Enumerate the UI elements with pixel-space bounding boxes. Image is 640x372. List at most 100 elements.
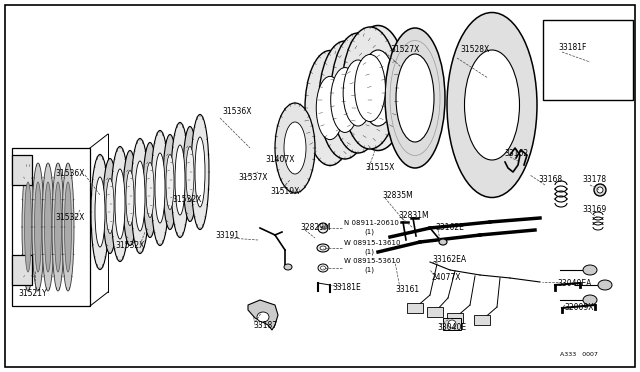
- Ellipse shape: [171, 122, 189, 237]
- Ellipse shape: [135, 161, 145, 231]
- Ellipse shape: [186, 147, 194, 202]
- Ellipse shape: [65, 182, 72, 272]
- Text: A333   0007: A333 0007: [560, 353, 598, 357]
- Ellipse shape: [257, 312, 269, 322]
- Ellipse shape: [465, 50, 520, 160]
- Ellipse shape: [583, 295, 597, 305]
- Ellipse shape: [448, 320, 456, 328]
- Ellipse shape: [42, 163, 54, 291]
- Text: 33162EA: 33162EA: [432, 256, 466, 264]
- Ellipse shape: [275, 103, 315, 193]
- Ellipse shape: [342, 27, 398, 149]
- Bar: [407, 303, 423, 313]
- Polygon shape: [248, 300, 278, 330]
- Text: 33162: 33162: [504, 148, 528, 157]
- Text: W 08915-53610: W 08915-53610: [344, 258, 401, 264]
- Ellipse shape: [305, 51, 355, 166]
- Ellipse shape: [318, 264, 328, 272]
- Ellipse shape: [151, 131, 169, 246]
- Text: 33040EA: 33040EA: [557, 279, 591, 288]
- Ellipse shape: [91, 154, 109, 269]
- Text: W 08915-13610: W 08915-13610: [344, 240, 401, 246]
- Ellipse shape: [146, 163, 154, 218]
- Ellipse shape: [360, 50, 396, 126]
- Text: N 08911-20610: N 08911-20610: [344, 220, 399, 226]
- Text: 33181F: 33181F: [558, 42, 586, 51]
- Ellipse shape: [111, 147, 129, 262]
- Bar: [474, 315, 490, 325]
- Ellipse shape: [284, 122, 306, 174]
- Text: 31532X: 31532X: [55, 214, 84, 222]
- Ellipse shape: [95, 177, 105, 247]
- Bar: [12, 155, 32, 185]
- Ellipse shape: [594, 184, 606, 196]
- Ellipse shape: [166, 154, 174, 209]
- Text: 32009X: 32009X: [564, 302, 593, 311]
- Ellipse shape: [32, 163, 44, 291]
- Text: (1): (1): [364, 249, 374, 255]
- Ellipse shape: [191, 115, 209, 230]
- Text: 32835M: 32835M: [382, 190, 413, 199]
- Ellipse shape: [349, 26, 407, 151]
- Text: (1): (1): [364, 267, 374, 273]
- Ellipse shape: [22, 163, 34, 291]
- Text: 33040E: 33040E: [437, 323, 466, 331]
- Ellipse shape: [318, 223, 328, 233]
- Bar: [12, 255, 32, 285]
- Ellipse shape: [439, 239, 447, 245]
- Ellipse shape: [319, 41, 371, 159]
- Ellipse shape: [598, 280, 612, 290]
- Ellipse shape: [385, 28, 445, 168]
- Text: 33162E: 33162E: [435, 224, 464, 232]
- Text: (1): (1): [364, 229, 374, 235]
- Bar: [427, 307, 443, 317]
- Text: 31536X: 31536X: [55, 169, 84, 177]
- Text: 31532X: 31532X: [172, 196, 202, 205]
- Ellipse shape: [320, 246, 326, 250]
- Ellipse shape: [317, 244, 329, 252]
- Ellipse shape: [331, 68, 359, 132]
- Text: 31528X: 31528X: [460, 45, 489, 55]
- Text: 31527X: 31527X: [390, 45, 419, 55]
- Text: 33178: 33178: [582, 176, 606, 185]
- Text: 31532X: 31532X: [115, 241, 145, 250]
- Ellipse shape: [106, 179, 114, 234]
- Ellipse shape: [35, 182, 42, 272]
- Ellipse shape: [155, 153, 165, 223]
- Text: 32829M: 32829M: [300, 224, 331, 232]
- Text: 31407X: 31407X: [265, 155, 294, 164]
- Ellipse shape: [396, 54, 434, 142]
- Ellipse shape: [583, 265, 597, 275]
- Text: 24077X: 24077X: [432, 273, 461, 282]
- Ellipse shape: [52, 163, 64, 291]
- Text: N: N: [321, 225, 325, 231]
- Ellipse shape: [183, 126, 197, 221]
- Text: 33181E: 33181E: [332, 283, 361, 292]
- Ellipse shape: [126, 170, 134, 225]
- Text: 31521Y: 31521Y: [18, 289, 47, 298]
- Ellipse shape: [343, 60, 373, 126]
- Ellipse shape: [103, 158, 117, 253]
- Text: 33191: 33191: [215, 231, 239, 241]
- Ellipse shape: [284, 264, 292, 270]
- Ellipse shape: [597, 187, 603, 193]
- Text: 33187: 33187: [253, 321, 277, 330]
- Ellipse shape: [115, 169, 125, 239]
- Ellipse shape: [62, 163, 74, 291]
- Ellipse shape: [175, 145, 185, 215]
- Text: 33169: 33169: [582, 205, 606, 215]
- Text: 31515X: 31515X: [365, 164, 394, 173]
- Ellipse shape: [316, 76, 344, 140]
- Bar: [443, 318, 461, 330]
- Ellipse shape: [331, 33, 385, 153]
- Text: 33168: 33168: [538, 176, 562, 185]
- Ellipse shape: [45, 182, 51, 272]
- Bar: [543, 20, 633, 100]
- Ellipse shape: [355, 54, 385, 122]
- Ellipse shape: [24, 182, 31, 272]
- Ellipse shape: [321, 266, 326, 270]
- Text: 31519X: 31519X: [270, 187, 300, 196]
- Ellipse shape: [54, 182, 61, 272]
- Ellipse shape: [143, 142, 157, 237]
- Text: 32831M: 32831M: [398, 211, 429, 219]
